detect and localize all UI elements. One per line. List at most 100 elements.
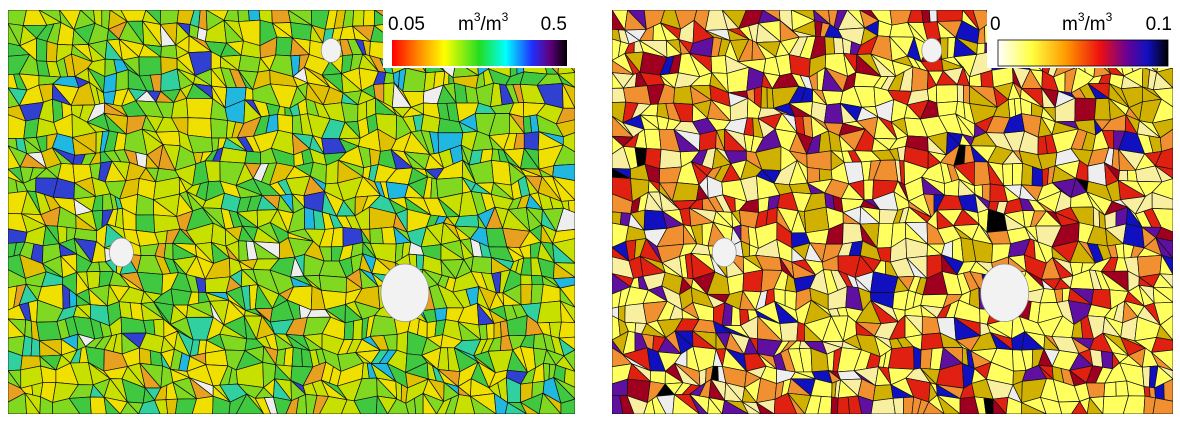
parcel	[248, 10, 260, 21]
parcel	[319, 275, 346, 292]
parcel	[471, 256, 491, 273]
legend-min: 0.05	[388, 14, 425, 35]
parcel	[871, 398, 895, 414]
legend-max: 0.1	[1146, 14, 1172, 35]
parcel	[353, 319, 362, 339]
parcel	[435, 308, 447, 321]
parcel	[370, 315, 397, 336]
parcel	[660, 149, 682, 168]
parcel	[929, 10, 937, 22]
parcel	[711, 56, 727, 74]
parcel	[154, 319, 164, 337]
parcel	[116, 70, 128, 91]
parcel	[494, 322, 501, 339]
parcel	[291, 22, 312, 40]
town	[922, 38, 942, 62]
soil-moisture-map	[8, 10, 575, 414]
parcel	[913, 347, 921, 370]
parcel	[612, 212, 621, 225]
parcel	[403, 68, 426, 92]
parcel	[238, 10, 249, 22]
town	[109, 238, 133, 267]
legend: 0.05 m3/m3 0.5	[383, 10, 575, 68]
parcel	[1022, 163, 1033, 185]
parcel	[644, 129, 661, 149]
parcel	[807, 151, 832, 170]
parcel	[831, 397, 838, 414]
parcel	[292, 347, 302, 366]
parcel	[396, 381, 402, 401]
parcel	[238, 55, 260, 72]
legend-max: 0.5	[541, 14, 567, 35]
parcel	[344, 321, 354, 340]
parcel	[139, 57, 161, 76]
parcel	[1153, 398, 1173, 414]
parcel	[1101, 351, 1112, 369]
town	[712, 238, 736, 267]
parcel	[1086, 383, 1105, 398]
parcel	[1094, 98, 1110, 120]
parcel	[521, 284, 532, 304]
parcel	[1142, 367, 1150, 388]
color-bar	[998, 40, 1168, 66]
parcel	[672, 183, 699, 201]
page: 0.05 m3/m3 0.5 0 m3/m3 0.1 (() => { cons…	[0, 0, 1180, 421]
parcel	[834, 38, 844, 54]
legend: 0 m3/m3 0.1	[987, 10, 1173, 68]
parcel	[479, 324, 488, 339]
parcel	[58, 226, 67, 243]
parcel	[1075, 98, 1096, 121]
parcel	[205, 350, 227, 366]
parcel	[541, 284, 560, 303]
parcel	[90, 397, 106, 414]
parcel	[981, 70, 994, 87]
color-bar	[392, 40, 567, 66]
legend-unit: m3/m3	[1062, 10, 1113, 35]
figure: 0.05 m3/m3 0.5 0 m3/m3 0.1	[0, 0, 1180, 421]
parcel	[1104, 382, 1116, 397]
parcel	[825, 37, 835, 55]
parcel	[1002, 164, 1012, 186]
parcel	[922, 10, 930, 22]
parcel	[103, 73, 116, 93]
parcel	[731, 306, 740, 325]
parcel	[877, 223, 893, 248]
parcel	[353, 10, 364, 26]
parcel	[37, 38, 47, 61]
parcel	[397, 332, 408, 354]
parcel	[136, 215, 155, 233]
parcel	[492, 160, 512, 185]
parcel	[1013, 163, 1023, 185]
parcel	[936, 85, 957, 103]
parcel	[524, 132, 539, 151]
legend-min: 0	[990, 14, 1001, 35]
parcel	[1032, 167, 1043, 187]
parcel	[161, 45, 177, 59]
parcel	[837, 397, 849, 414]
parcel	[807, 167, 820, 183]
parcel	[888, 347, 914, 370]
parcel	[199, 10, 208, 30]
parcel	[761, 87, 767, 109]
parcel	[31, 338, 40, 356]
parcel	[921, 333, 943, 350]
parcel	[559, 322, 575, 338]
parcel	[211, 119, 228, 138]
parcel	[245, 151, 261, 164]
parcel	[864, 180, 874, 200]
parcel	[972, 240, 992, 263]
parcel	[843, 223, 863, 244]
parcel	[370, 228, 384, 244]
uncertainty-map	[612, 10, 1173, 414]
parcel	[911, 67, 928, 92]
parcel	[363, 10, 374, 26]
parcel	[272, 10, 291, 23]
parcel	[743, 270, 763, 292]
parcel	[893, 398, 904, 414]
parcel	[384, 72, 394, 83]
parcel	[245, 87, 253, 100]
parcel	[87, 271, 100, 288]
parcel	[937, 10, 963, 22]
parcel	[674, 86, 693, 104]
parcel	[205, 277, 230, 293]
